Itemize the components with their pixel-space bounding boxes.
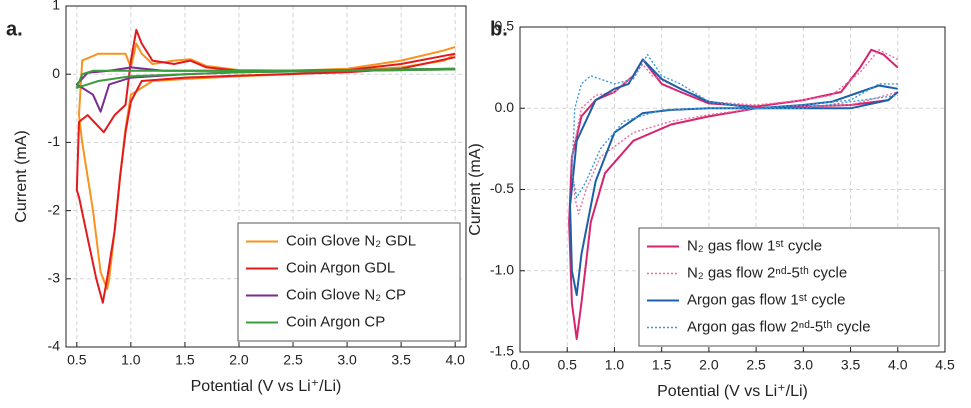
plot-frame (519, 26, 946, 353)
y-tick-label: -0.5 (490, 180, 514, 196)
x-tick-label: 2.0 (699, 357, 719, 373)
legend-label: Coin Argon CP (286, 313, 385, 330)
x-tick-label: 1.0 (605, 357, 625, 373)
x-tick-label: 0.5 (557, 357, 577, 373)
x-tick-label: 2.0 (229, 352, 249, 368)
x-tick-label: 1.5 (652, 357, 672, 373)
cv-curve (75, 28, 456, 304)
legend-label: Coin Glove N₂ GDL (286, 232, 416, 249)
y-tick-label: -1.5 (490, 343, 514, 359)
x-tick-label: 4.0 (888, 357, 908, 373)
panel: 0.0 0.5 1.0 1.5 2.0 2.5 3.0 3.5 4.0 4.5 -1.5 -1.0 -0… (467, 18, 955, 401)
legend-label: N₂ gas flow 2ⁿᵈ-5ᵗʰ cycle (687, 264, 847, 281)
legend-box (638, 227, 940, 347)
panel-label: b. (490, 18, 508, 40)
cv-curve (569, 58, 899, 297)
cv-curve (75, 67, 456, 89)
x-tick-label: 3.0 (337, 352, 357, 368)
legend-label: Argon gas flow 1ˢᵗ cycle (687, 291, 845, 308)
x-tick-label: 2.5 (746, 357, 766, 373)
x-axis-title: Potential (V vs Li⁺/Li) (191, 378, 342, 395)
legend-box (237, 222, 461, 342)
y-axis-title: Current (mA) (467, 143, 484, 235)
x-tick-label: 3.0 (794, 357, 814, 373)
cv-curve (78, 42, 456, 290)
cv-curve (571, 53, 898, 199)
y-tick-label: -1 (48, 133, 61, 149)
x-tick-label: 3.5 (841, 357, 861, 373)
y-tick-label: 1 (52, 0, 60, 13)
x-tick-label: 3.5 (391, 352, 411, 368)
x-tick-label: 0.0 (510, 357, 530, 373)
panel-label: a. (6, 18, 23, 40)
y-tick-label: 0 (52, 65, 60, 81)
x-tick-label: 1.0 (121, 352, 141, 368)
y-tick-label: 0.5 (495, 18, 515, 34)
legend-label: Coin Glove N₂ CP (286, 286, 406, 303)
legend-label: Argon gas flow 2ⁿᵈ-5ᵗʰ cycle (687, 318, 871, 335)
x-tick-label: 2.5 (283, 352, 303, 368)
plot-frame (65, 5, 467, 348)
x-tick-label: 4.0 (445, 352, 465, 368)
x-tick-label: 0.5 (67, 352, 87, 368)
y-tick-label: 0.0 (495, 99, 515, 115)
panel: 0.5 1.0 1.5 2.0 2.5 3.0 3.5 4.0 1 0 -1 -2 -3 -4 Potent… (6, 0, 467, 395)
legend-label: Coin Argon GDL (286, 259, 395, 276)
x-axis-title: Potential (V vs Li⁺/Li) (657, 383, 808, 400)
cv-curve (571, 49, 899, 215)
x-tick-label: 1.5 (175, 352, 195, 368)
y-tick-label: -4 (48, 338, 61, 354)
legend-label: N₂ gas flow 1ˢᵗ cycle (687, 237, 822, 254)
x-tick-label: 4.5 (935, 357, 955, 373)
y-tick-label: -3 (48, 270, 61, 286)
y-tick-label: -2 (48, 201, 61, 217)
y-tick-label: -1.0 (490, 261, 514, 277)
y-axis-title: Current (mA) (13, 130, 30, 222)
